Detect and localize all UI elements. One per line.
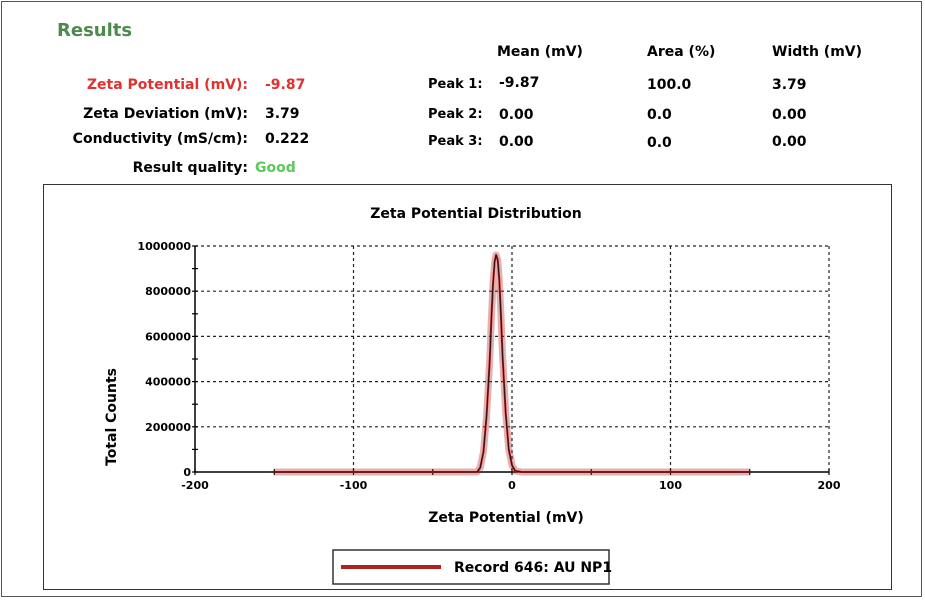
zeta-potential-value: -9.87 [265,77,306,93]
peak-2-mean: 0.00 [499,107,534,123]
y-tick-label: 400000 [145,376,191,389]
x-tick-label: -100 [340,479,368,492]
peak-2-label: Peak 2: [428,107,483,122]
col-header-mean: Mean (mV) [497,44,583,60]
zeta-deviation-value: 3.79 [265,106,300,122]
zeta-deviation-label: Zeta Deviation (mV): [83,106,248,122]
chart-series [274,251,750,476]
col-header-area: Area (%) [647,44,716,60]
peak-1-width: 3.79 [772,77,807,93]
legend-label: Record 646: AU NP1 [454,560,612,576]
chart-legend[interactable]: Record 646: AU NP1 [332,549,612,585]
peak-3-label: Peak 3: [428,134,483,149]
peak-2-width: 0.00 [772,107,807,123]
y-tick-label: 1000000 [137,240,191,253]
conductivity-label: Conductivity (mS/cm): [72,131,248,147]
peak-2-area: 0.0 [647,107,672,123]
y-axis-label: Total Counts [104,368,120,466]
x-tick-label: -200 [181,479,209,492]
x-tick-label: 0 [508,479,516,492]
x-tick-label: 200 [818,479,841,492]
peak-3-mean: 0.00 [499,134,534,150]
peak-1-label: Peak 1: [428,77,483,92]
result-quality-label: Result quality: [132,160,248,176]
result-quality-value: Good [255,160,296,176]
chart-title: Zeta Potential Distribution [370,206,582,222]
chart-grid [195,245,830,472]
zeta-distribution-chart: Zeta Potential Distribution -200 -100 0 100… [43,184,892,590]
x-tick-label: 100 [659,479,682,492]
chart-svg: Zeta Potential Distribution -200 -100 0 100… [104,206,841,585]
series-core [274,254,750,473]
results-title: Results [57,20,133,41]
peak-3-area: 0.0 [647,135,672,151]
y-tick-label: 0 [183,466,191,479]
conductivity-value: 0.222 [265,131,310,147]
zeta-potential-label: Zeta Potential (mV): [86,77,248,93]
y-tick-label: 800000 [145,285,191,298]
y-tick-labels: 0 200000 400000 600000 800000 1000000 [137,240,191,479]
peak-1-mean: -9.87 [499,75,540,91]
peak-3-width: 0.00 [772,134,807,150]
peak-1-area: 100.0 [647,77,692,93]
x-axis-label: Zeta Potential (mV) [428,510,584,526]
y-tick-label: 200000 [145,421,191,434]
col-header-width: Width (mV) [772,44,863,60]
y-tick-label: 600000 [145,330,191,343]
x-tick-labels: -200 -100 0 100 200 [181,479,841,492]
